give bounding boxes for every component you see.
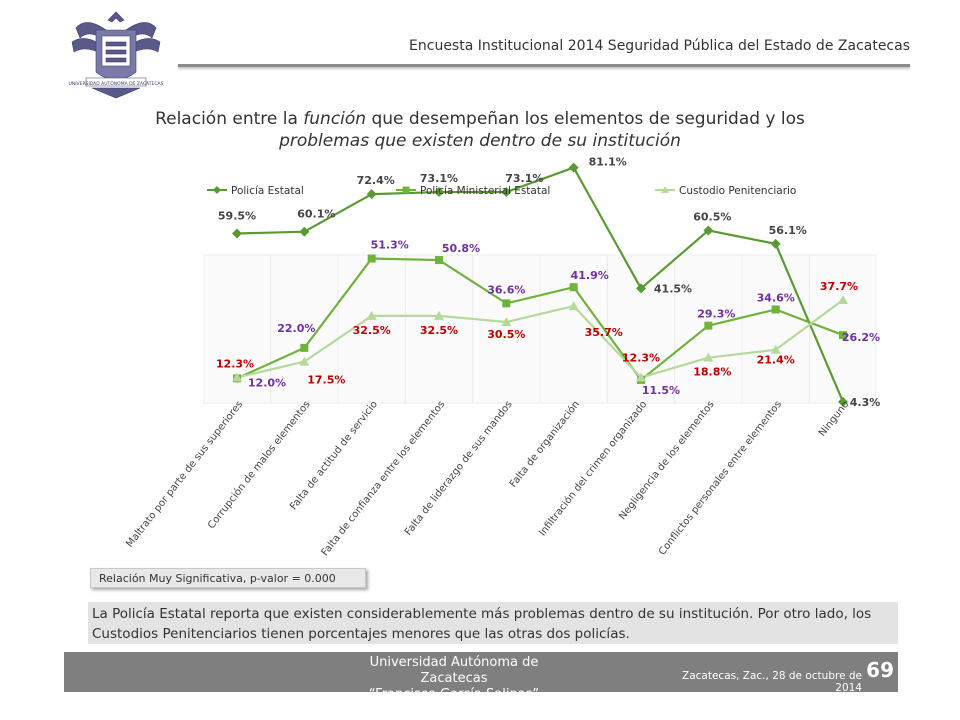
category-label-10: Ninguno (817, 399, 851, 439)
category-label-1: Maltrato por parte de sus superiores (124, 399, 245, 550)
legend-label-2: Policía Ministerial Estatal (420, 185, 550, 197)
data-label-2-10: 26.2% (842, 331, 880, 344)
point-custodio-9 (770, 344, 781, 354)
data-label-1-3: 72.4% (357, 174, 395, 187)
category-label-7: Infiltración del crimen organizado (536, 398, 649, 538)
point-ministerial-2 (300, 343, 309, 352)
slide-title-italic: función (303, 109, 367, 129)
point-estatal-3 (366, 189, 377, 200)
point-estatal-9 (770, 238, 781, 249)
logo-text: UNIVERSIDAD AUTÓNOMA DE ZACATECAS (69, 80, 164, 87)
header-divider (178, 64, 910, 67)
point-estatal-7 (636, 283, 646, 294)
data-label-2-7: 11.5% (642, 384, 680, 397)
point-custodio-7 (636, 372, 646, 382)
summary-text: La Policía Estatal reporta que existen c… (88, 602, 898, 644)
point-ministerial-9 (771, 305, 780, 314)
data-label-2-4: 50.8% (442, 242, 480, 255)
point-custodio-1 (232, 372, 242, 382)
data-label-3-4: 32.5% (420, 324, 458, 337)
slide-title-part2: que desempeñan los elementos de segurida… (366, 109, 805, 129)
page-number: 69 (866, 658, 894, 682)
data-label-2-3: 51.3% (371, 239, 409, 252)
data-label-3-6: 35.7% (585, 326, 623, 339)
data-label-1-8: 60.5% (693, 210, 731, 223)
data-label-2-1: 12.0% (248, 376, 286, 389)
header-title: Encuesta Institucional 2014 Seguridad Pú… (409, 38, 910, 54)
footer-university-name: Universidad Autónoma de Zacatecas (369, 655, 539, 686)
slide-title-line2: problemas que existen dentro de su insti… (279, 131, 681, 151)
point-ministerial-4 (435, 256, 443, 265)
legend-marker-estatal (213, 186, 221, 194)
point-custodio-5 (501, 316, 512, 326)
data-label-3-8: 18.8% (693, 366, 731, 379)
point-estatal-4 (434, 187, 444, 198)
point-estatal-1 (232, 228, 242, 239)
point-ministerial-3 (367, 254, 376, 263)
legend-marker-custodio (661, 186, 669, 193)
data-label-3-5: 30.5% (487, 328, 525, 341)
data-label-1-10: 4.3% (850, 396, 881, 409)
legend-label-1: Policía Estatal (231, 185, 304, 197)
data-label-1-9: 56.1% (769, 224, 807, 237)
footer-university-motto: “Francisco García Salinas” (368, 687, 540, 702)
point-ministerial-5 (502, 299, 511, 308)
category-label-4: Falta de confianza entre los elementos (320, 399, 448, 558)
data-label-1-2: 60.1% (297, 208, 335, 221)
series-line-3 (236, 299, 844, 379)
point-ministerial-10 (839, 331, 847, 340)
data-label-1-6: 81.1% (589, 156, 627, 169)
point-ministerial-6 (569, 283, 578, 292)
data-label-3-9: 21.4% (757, 354, 795, 367)
data-label-3-10: 37.7% (820, 280, 858, 293)
data-label-2-8: 29.3% (697, 308, 735, 321)
data-label-3-2: 17.5% (307, 374, 345, 387)
point-custodio-3 (366, 310, 377, 320)
point-ministerial-8 (704, 321, 713, 330)
point-estatal-8 (703, 225, 714, 236)
point-custodio-4 (434, 310, 444, 320)
category-label-9: Conflictos personales entre elementos (657, 399, 784, 557)
data-label-2-2: 22.0% (277, 322, 315, 335)
data-label-3-3: 32.5% (353, 324, 391, 337)
category-label-5: Falta de liderazgo de sus mandos (403, 399, 515, 538)
significance-box: Relación Muy Significativa, p-valor = 0.… (90, 568, 366, 588)
footer-date: Zacatecas, Zac., 28 de octubre de 2014 (682, 670, 862, 694)
point-custodio-10 (838, 295, 848, 305)
footer-bar: Universidad Autónoma de Zacatecas “Franc… (64, 652, 898, 702)
data-label-1-1: 59.5% (218, 210, 256, 223)
series-line-1 (236, 166, 845, 403)
data-label-3-1: 12.3% (216, 357, 254, 370)
data-label-1-7: 41.5% (654, 282, 692, 295)
line-chart: 59.5% 60.1% 72.4% 73.1% 73.1% 81.1% 41.5% 60.5%… (124, 156, 881, 559)
data-label-2-5: 36.6% (487, 283, 525, 296)
footer-university: Universidad Autónoma de Zacatecas “Franc… (354, 655, 554, 703)
legend-marker-ministerial (402, 186, 410, 194)
series-line-2 (236, 257, 844, 382)
point-custodio-2 (299, 356, 310, 366)
slide-title: Relación entre la función que desempeñan… (120, 108, 840, 152)
data-label-2-9: 34.6% (757, 291, 795, 304)
university-logo: UNIVERSIDAD AUTÓNOMA DE ZACATECAS (69, 11, 164, 99)
point-custodio-8 (703, 352, 714, 362)
data-label-1-5: 73.1% (505, 172, 543, 185)
point-custodio-6 (568, 301, 579, 311)
point-estatal-5 (501, 187, 512, 198)
point-estatal-10 (838, 396, 848, 407)
point-estatal-2 (299, 226, 310, 237)
data-label-2-6: 41.9% (571, 269, 609, 282)
legend-label-3: Custodio Penitenciario (679, 185, 796, 197)
slide-title-part1: Relación entre la (155, 109, 304, 129)
data-label-3-7: 12.3% (622, 351, 660, 364)
category-label-6: Falta de organización (507, 398, 582, 489)
data-label-1-4: 73.1% (420, 172, 458, 185)
point-estatal-6 (568, 162, 579, 173)
